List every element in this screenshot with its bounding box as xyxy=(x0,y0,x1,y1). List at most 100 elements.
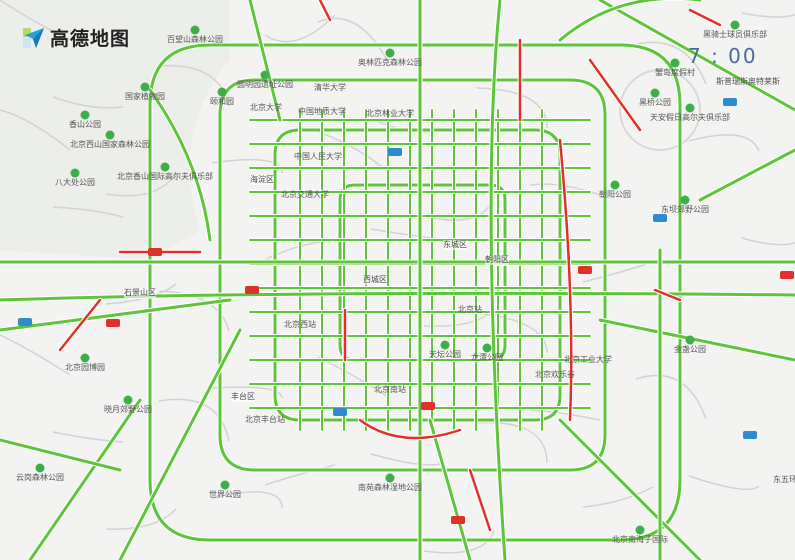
poi-label[interactable]: 北京南海子国际 xyxy=(612,535,668,544)
park-icon[interactable] xyxy=(670,58,680,68)
poi-label[interactable]: 北京香山国际高尔夫俱乐部 xyxy=(117,172,213,181)
park-icon[interactable] xyxy=(70,168,80,178)
poi-label[interactable]: 北京西山国家森林公园 xyxy=(70,140,150,149)
minor-road xyxy=(158,398,230,442)
poi-label[interactable]: 北京欢乐谷 xyxy=(535,370,575,379)
poi-label[interactable]: 八大处公园 xyxy=(55,178,95,187)
traffic-road xyxy=(698,148,795,202)
park-icon[interactable] xyxy=(730,20,740,30)
poi-label[interactable]: 金盏公园 xyxy=(674,345,706,354)
district-label[interactable]: 东城区 xyxy=(443,240,467,250)
poi-label[interactable]: 北京南站 xyxy=(374,385,406,394)
minor-road xyxy=(52,206,124,218)
minor-road xyxy=(0,334,71,376)
traffic-road xyxy=(558,0,702,42)
minor-road xyxy=(264,14,336,43)
poi-label[interactable]: 朝阳公园 xyxy=(599,190,631,199)
district-label[interactable]: 西城区 xyxy=(363,275,387,285)
poi-label[interactable]: 斯普瑞斯奥特莱斯 xyxy=(716,77,780,86)
park-icon[interactable] xyxy=(220,480,230,490)
highway-sign-icon xyxy=(333,408,347,416)
minor-road xyxy=(158,64,230,107)
minor-road xyxy=(582,486,654,508)
traffic-road xyxy=(148,43,682,542)
poi-label[interactable]: 南苑森林湿地公园 xyxy=(358,483,422,492)
poi-label[interactable]: 天安假日高尔夫俱乐部 xyxy=(650,113,730,122)
highway-sign-icon xyxy=(653,214,667,222)
poi-label[interactable]: 北京工业大学 xyxy=(564,355,612,364)
park-icon[interactable] xyxy=(123,395,133,405)
traffic-road xyxy=(598,0,795,112)
park-icon[interactable] xyxy=(140,82,150,92)
poi-label[interactable]: 北京站 xyxy=(458,305,482,314)
minor-road xyxy=(52,431,124,443)
district-label[interactable]: 朝阳区 xyxy=(485,255,509,265)
park-icon[interactable] xyxy=(685,103,695,113)
park-icon[interactable] xyxy=(385,473,395,483)
traffic-road xyxy=(28,398,142,560)
poi-label[interactable]: 黑骑士球员俱乐部 xyxy=(703,30,767,39)
park-icon[interactable] xyxy=(385,48,395,58)
park-icon[interactable] xyxy=(650,88,660,98)
traffic-road xyxy=(558,138,573,422)
park-icon[interactable] xyxy=(685,335,695,345)
poi-label[interactable]: 北京园博园 xyxy=(65,363,105,372)
minor-road xyxy=(264,464,336,486)
district-label[interactable]: 丰台区 xyxy=(231,392,255,402)
road-casing xyxy=(557,0,703,43)
park-icon[interactable] xyxy=(635,525,645,535)
highway-sign-icon xyxy=(421,402,435,410)
poi-label[interactable]: 龙潭公园 xyxy=(471,353,503,362)
minor-road xyxy=(211,386,283,399)
traffic-road xyxy=(468,468,492,532)
park-icon[interactable] xyxy=(105,130,115,140)
paper-plane-logo-icon xyxy=(23,27,44,48)
poi-label[interactable]: 北京交通大学 xyxy=(281,190,329,199)
poi-label[interactable]: 天坛公园 xyxy=(429,350,461,359)
poi-label[interactable]: 圆明园遗址公园 xyxy=(237,80,293,89)
minor-road xyxy=(0,0,71,41)
park-icon[interactable] xyxy=(80,110,90,120)
park-icon[interactable] xyxy=(217,87,227,97)
poi-label[interactable]: 香山公园 xyxy=(69,120,101,129)
park-icon[interactable] xyxy=(190,25,200,35)
poi-label[interactable]: 蟹岛度假村 xyxy=(655,68,695,77)
park-icon[interactable] xyxy=(260,70,270,80)
poi-label[interactable]: 黑桥公园 xyxy=(639,98,671,107)
minor-road xyxy=(52,96,124,109)
poi-label[interactable]: 北京大学 xyxy=(250,103,282,112)
park-icon[interactable] xyxy=(610,180,620,190)
district-label[interactable]: 海淀区 xyxy=(250,175,274,185)
minor-road xyxy=(105,508,177,530)
park-icon[interactable] xyxy=(35,463,45,473)
poi-label[interactable]: 中国人民大学 xyxy=(294,152,342,161)
poi-label[interactable]: 清华大学 xyxy=(314,83,346,92)
brand-name: 高德地图 xyxy=(50,28,131,50)
poi-label[interactable]: 国家植物园 xyxy=(125,92,165,101)
park-icon[interactable] xyxy=(482,343,492,353)
poi-label[interactable]: 百望山森林公园 xyxy=(167,35,223,44)
traffic-road xyxy=(148,88,212,242)
park-icon[interactable] xyxy=(680,195,690,205)
poi-label[interactable]: 北京林业大学 xyxy=(366,109,414,118)
park-icon[interactable] xyxy=(80,353,90,363)
park-icon[interactable] xyxy=(160,162,170,172)
highway-sign-icon xyxy=(18,318,32,326)
poi-label[interactable]: 云岗森林公园 xyxy=(16,473,64,482)
poi-label[interactable]: 中国地质大学 xyxy=(298,107,346,116)
poi-label[interactable]: 世界公园 xyxy=(209,490,241,499)
poi-label[interactable]: 晓月郊野公园 xyxy=(104,405,152,414)
poi-label[interactable]: 北京丰台站 xyxy=(245,415,285,424)
poi-label[interactable]: 北京西站 xyxy=(284,320,316,329)
poi-label[interactable]: 东坝郊野公园 xyxy=(661,205,709,214)
minor-road xyxy=(211,491,283,509)
minor-road xyxy=(741,237,795,246)
highway-sign-icon xyxy=(723,98,737,106)
poi-label[interactable]: 奥林匹克森林公园 xyxy=(358,58,422,67)
poi-label[interactable]: 颐和园 xyxy=(210,97,234,106)
minor-road xyxy=(582,261,654,283)
district-label[interactable]: 石景山区 xyxy=(124,288,156,298)
poi-label[interactable]: 东五环 xyxy=(773,475,795,484)
park-icon[interactable] xyxy=(440,340,450,350)
